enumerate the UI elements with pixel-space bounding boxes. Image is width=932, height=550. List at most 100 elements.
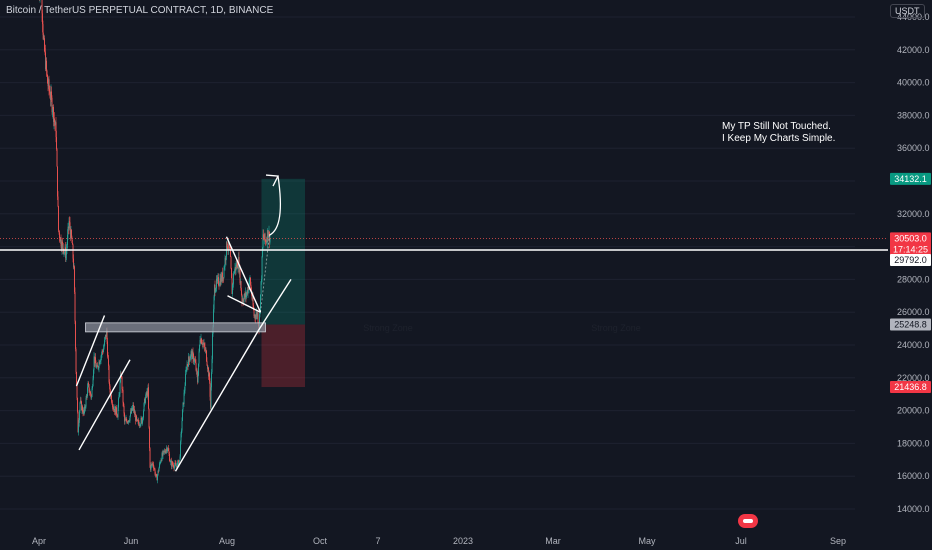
- trendline[interactable]: [227, 295, 261, 313]
- candle[interactable]: [210, 396, 211, 410]
- candle[interactable]: [118, 397, 119, 412]
- candle[interactable]: [262, 246, 263, 258]
- candle[interactable]: [173, 462, 174, 469]
- candle[interactable]: [45, 56, 47, 72]
- candle[interactable]: [220, 272, 222, 286]
- candle[interactable]: [128, 420, 129, 425]
- candle[interactable]: [114, 408, 115, 415]
- candle[interactable]: [268, 235, 269, 238]
- candle[interactable]: [264, 233, 265, 245]
- candle[interactable]: [149, 447, 151, 469]
- candle[interactable]: [44, 35, 45, 53]
- candle[interactable]: [221, 271, 223, 283]
- candle[interactable]: [174, 459, 176, 469]
- candle[interactable]: [222, 277, 224, 282]
- candle[interactable]: [91, 386, 93, 398]
- candle[interactable]: [266, 237, 267, 244]
- candle[interactable]: [112, 406, 114, 411]
- candle[interactable]: [206, 350, 207, 363]
- candle[interactable]: [196, 367, 198, 378]
- candle[interactable]: [161, 459, 162, 462]
- candle[interactable]: [191, 348, 193, 364]
- candle[interactable]: [209, 371, 210, 384]
- candle[interactable]: [172, 461, 174, 468]
- candle[interactable]: [88, 384, 90, 393]
- candle[interactable]: [80, 396, 81, 405]
- candle[interactable]: [245, 287, 246, 302]
- candle[interactable]: [208, 370, 210, 377]
- candle[interactable]: [118, 391, 120, 399]
- candle[interactable]: [189, 354, 191, 363]
- candle[interactable]: [65, 242, 66, 262]
- candle[interactable]: [201, 337, 202, 345]
- candle[interactable]: [43, 34, 45, 41]
- candle[interactable]: [85, 395, 87, 409]
- candle[interactable]: [218, 281, 220, 290]
- candle[interactable]: [83, 407, 84, 415]
- candle[interactable]: [88, 381, 89, 386]
- candle[interactable]: [161, 451, 163, 462]
- candle[interactable]: [182, 401, 184, 413]
- candle[interactable]: [163, 450, 165, 455]
- candle[interactable]: [73, 263, 75, 270]
- candle[interactable]: [255, 314, 256, 324]
- candle[interactable]: [134, 410, 136, 415]
- candle[interactable]: [246, 289, 248, 296]
- candle[interactable]: [83, 409, 85, 416]
- candle[interactable]: [190, 355, 191, 359]
- candle[interactable]: [177, 459, 179, 466]
- candle[interactable]: [42, 9, 43, 33]
- candle[interactable]: [217, 273, 219, 284]
- candle[interactable]: [157, 470, 159, 476]
- candle[interactable]: [134, 405, 135, 418]
- candle[interactable]: [265, 239, 266, 246]
- candle[interactable]: [246, 291, 247, 300]
- candle[interactable]: [56, 130, 57, 151]
- candle[interactable]: [205, 347, 207, 354]
- candle[interactable]: [41, 0, 43, 22]
- candle[interactable]: [62, 242, 64, 255]
- candle[interactable]: [200, 338, 201, 344]
- candle[interactable]: [42, 20, 44, 40]
- candle[interactable]: [47, 74, 48, 84]
- candle[interactable]: [61, 239, 63, 255]
- candle[interactable]: [160, 461, 161, 464]
- candle[interactable]: [219, 273, 221, 288]
- candle[interactable]: [127, 421, 128, 424]
- candle[interactable]: [105, 334, 107, 339]
- candle[interactable]: [203, 339, 204, 348]
- candle[interactable]: [122, 389, 123, 392]
- candle[interactable]: [267, 228, 268, 248]
- candle[interactable]: [165, 449, 166, 454]
- candle[interactable]: [214, 283, 215, 301]
- candle[interactable]: [103, 344, 104, 353]
- candle[interactable]: [52, 108, 53, 118]
- candle[interactable]: [183, 402, 184, 405]
- candle[interactable]: [260, 281, 262, 299]
- candle[interactable]: [135, 411, 136, 425]
- candle[interactable]: [152, 462, 153, 468]
- candle[interactable]: [164, 448, 166, 453]
- candle[interactable]: [141, 418, 143, 425]
- candle[interactable]: [202, 342, 204, 350]
- candle[interactable]: [198, 363, 199, 377]
- candle[interactable]: [261, 275, 262, 285]
- candle[interactable]: [205, 347, 206, 354]
- candle[interactable]: [87, 380, 89, 388]
- candle[interactable]: [124, 412, 125, 425]
- candle[interactable]: [219, 283, 220, 286]
- candle[interactable]: [69, 216, 71, 235]
- candle[interactable]: [176, 462, 177, 469]
- candle[interactable]: [128, 420, 130, 422]
- candle[interactable]: [145, 394, 146, 405]
- candle[interactable]: [60, 234, 62, 249]
- candle[interactable]: [143, 409, 144, 420]
- candle[interactable]: [247, 284, 249, 298]
- trendline[interactable]: [257, 279, 292, 331]
- candle[interactable]: [111, 399, 113, 405]
- candle[interactable]: [232, 284, 233, 297]
- candle[interactable]: [147, 384, 149, 400]
- candle[interactable]: [204, 342, 206, 352]
- candle[interactable]: [126, 417, 127, 423]
- candle[interactable]: [117, 414, 118, 418]
